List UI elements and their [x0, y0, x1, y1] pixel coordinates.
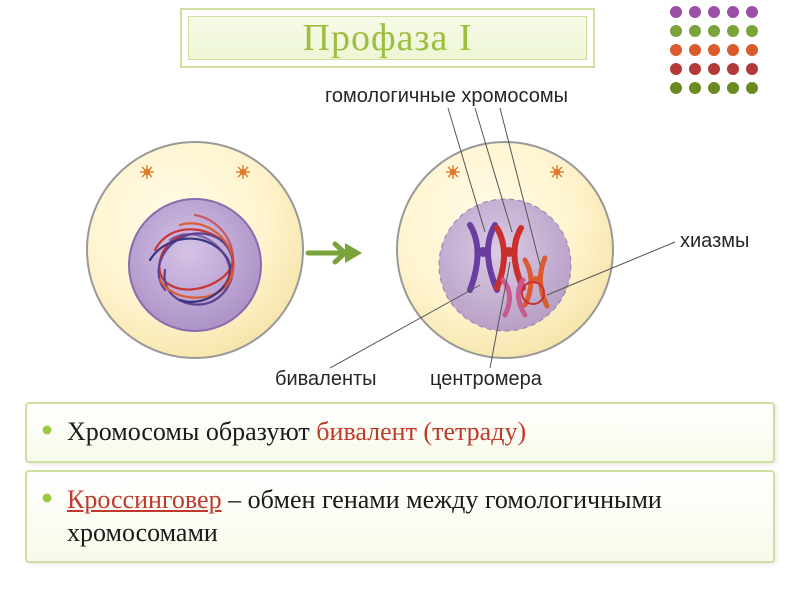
- arrow-icon: [305, 238, 365, 268]
- bullet-icon: [43, 494, 51, 502]
- bullet-icon: [43, 426, 51, 434]
- cell-left: [75, 130, 315, 370]
- box1-highlight: бивалент (тетраду): [316, 417, 526, 446]
- info-box-crossover: Кроссинговер – обмен генами между гомоло…: [25, 470, 775, 563]
- label-bivalents: биваленты: [275, 368, 377, 391]
- cell-right: [385, 130, 625, 370]
- title-banner: Профаза I: [180, 8, 595, 68]
- box1-prefix: Хромосомы образуют: [67, 417, 316, 446]
- label-centromere: центромера: [430, 368, 542, 391]
- slide-title: Профаза I: [303, 17, 473, 59]
- info-box-bivalent: Хромосомы образуют бивалент (тетраду): [25, 402, 775, 463]
- label-chiasma: хиазмы: [680, 230, 749, 253]
- box2-term: Кроссинговер: [67, 485, 222, 514]
- diagram-area: гомологичные хромосомы хиазмы биваленты …: [0, 70, 800, 390]
- label-homologous: гомологичные хромосомы: [325, 85, 568, 108]
